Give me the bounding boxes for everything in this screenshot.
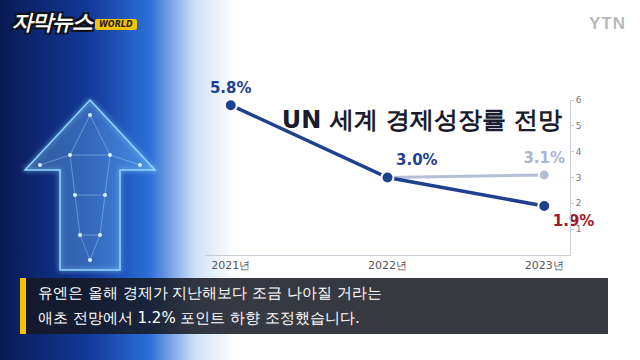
svg-text:3: 3 bbox=[576, 173, 582, 183]
svg-text:1: 1 bbox=[576, 224, 582, 234]
svg-text:5.8%: 5.8% bbox=[210, 79, 252, 97]
svg-text:6: 6 bbox=[576, 95, 582, 105]
svg-text:2022년: 2022년 bbox=[368, 259, 407, 272]
svg-text:3.1%: 3.1% bbox=[523, 149, 565, 167]
svg-text:UN 세계 경제성장률 전망: UN 세계 경제성장률 전망 bbox=[282, 106, 563, 134]
svg-text:2: 2 bbox=[576, 198, 582, 208]
html-text:자막뉴스: 자막뉴스 bbox=[12, 10, 92, 34]
svg-text:5: 5 bbox=[576, 121, 582, 131]
svg-text:3.0%: 3.0% bbox=[396, 151, 438, 169]
svg-text:2023년: 2023년 bbox=[525, 259, 564, 272]
svg-text:2021년: 2021년 bbox=[211, 259, 250, 272]
html-text:WORLD: WORLD bbox=[99, 20, 133, 29]
html-text:유엔은 올해 경제가 지난해보다 조금 나아질 거라는: 유엔은 올해 경제가 지난해보다 조금 나아질 거라는 bbox=[38, 284, 382, 302]
svg-text:1.9%: 1.9% bbox=[553, 212, 595, 230]
html-text:애초 전망에서 1.2% 포인트 하향 조정했습니다.: 애초 전망에서 1.2% 포인트 하향 조정했습니다. bbox=[38, 309, 360, 327]
html-text:YTN: YTN bbox=[589, 14, 626, 33]
svg-text:4: 4 bbox=[576, 147, 582, 157]
